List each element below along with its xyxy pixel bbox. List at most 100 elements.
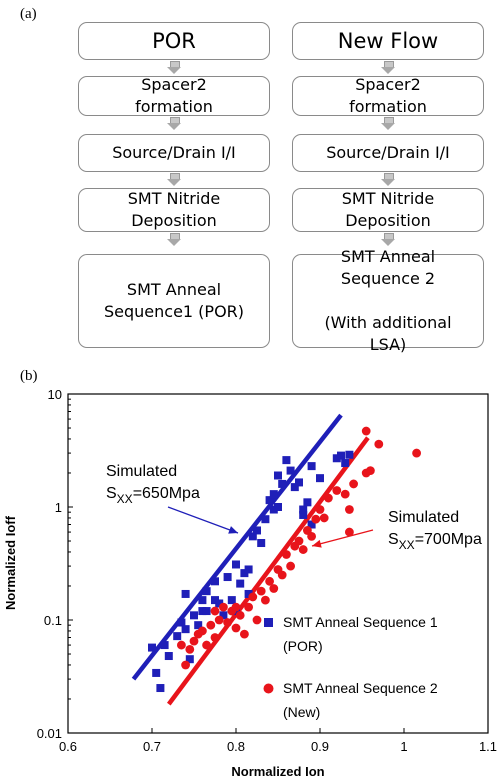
series-1-point <box>253 526 261 535</box>
series-1-point <box>307 462 316 471</box>
series-2-point <box>340 489 350 499</box>
x-tick-label: 1.1 <box>479 739 497 754</box>
stress-value: =650Mpa <box>133 485 200 502</box>
series-2-point <box>412 448 421 458</box>
y-axis-label: Normalized Ioff <box>3 515 18 610</box>
x-tick-label: 0.8 <box>227 739 245 754</box>
series-1-point <box>227 596 236 605</box>
series-1-point <box>274 503 282 511</box>
series-2-point <box>252 615 262 625</box>
series-2-point <box>294 536 304 546</box>
series-1-point <box>240 569 249 578</box>
series-1-point <box>261 515 270 524</box>
series-2-point <box>248 592 258 602</box>
series-2-point <box>210 633 220 642</box>
series-2-point <box>214 615 224 625</box>
series-1-fit-line <box>131 413 343 681</box>
annotation-2-line-2: SXX=700Mpa <box>388 531 482 552</box>
series-1-point <box>257 539 266 548</box>
series-1-point <box>190 611 198 620</box>
series-1-point <box>299 505 308 514</box>
flow_right-step-3: SMT Nitride Deposition <box>292 188 484 232</box>
series-1-point <box>269 490 278 499</box>
x-axis-label: Normalized Ion <box>231 764 324 779</box>
series-2-point <box>235 610 245 620</box>
flow_right-step-4: SMT Anneal Sequence 2 (With additional L… <box>292 247 484 354</box>
series-1-point <box>181 589 190 598</box>
series-2-point <box>315 505 325 514</box>
series-1-point <box>303 498 312 507</box>
series-1-point <box>290 483 299 492</box>
series-1-point <box>152 668 161 677</box>
series-1-point <box>181 625 190 634</box>
series-1-point <box>215 599 224 608</box>
stress-symbol: S <box>388 531 399 548</box>
annotation-1-arrowhead-icon <box>228 526 238 534</box>
annotation-1-arrow <box>167 506 239 534</box>
series-2-point <box>219 602 228 612</box>
x-tick-label: 0.9 <box>311 739 329 754</box>
annotation-2-line-1: Simulated <box>388 509 459 526</box>
legend-series-2-marker <box>263 683 274 694</box>
series-1-point <box>332 454 341 463</box>
series-1-point <box>248 532 257 541</box>
series-1-point <box>244 589 253 598</box>
series-1-point <box>198 607 207 616</box>
series-1-point <box>185 655 194 664</box>
annotation-2-arrow <box>311 529 374 547</box>
series-1-point <box>274 471 282 480</box>
series-2-fit-line <box>166 436 370 706</box>
flow_left-step-4: SMT Anneal Sequence1 (POR) <box>78 254 270 348</box>
series-2-point <box>181 660 191 670</box>
series-1-point <box>219 611 228 620</box>
series-2-point <box>206 620 216 630</box>
series-2-point <box>223 618 233 627</box>
series-2-point <box>210 606 220 616</box>
x-tick-label: 0.7 <box>143 739 161 754</box>
annotation-1-line-2: SXX=650Mpa <box>106 485 200 506</box>
series-1-point <box>236 579 245 588</box>
series-2-point <box>361 426 371 436</box>
stress-subscript: XX <box>399 538 415 552</box>
series-2-point <box>177 640 186 650</box>
series-1-point <box>244 565 253 574</box>
series-2-point <box>374 439 384 449</box>
flow_right-step-2: Source/Drain I/I <box>292 134 484 172</box>
series-1-point <box>173 632 182 641</box>
legend-series-1-marker <box>264 618 273 627</box>
series-2-point <box>349 479 358 489</box>
series-2-point <box>319 513 329 523</box>
series-2-point <box>345 505 354 514</box>
series-2-point <box>198 626 207 636</box>
y-tick-label: 0.1 <box>44 613 62 628</box>
y-tick-label: 1 <box>55 500 62 515</box>
series-2-point <box>277 570 287 580</box>
series-1-point <box>282 456 291 465</box>
series-2-point <box>261 595 270 605</box>
series-2-point <box>269 584 279 593</box>
flow_right-title-box: New Flow <box>292 22 484 60</box>
y-tick-label: 10 <box>48 387 62 402</box>
series-1-point <box>265 496 274 505</box>
flow_right-step-1: Spacer2 formation <box>292 75 484 116</box>
series-1-point <box>160 641 169 650</box>
series-1-point <box>295 478 303 487</box>
series-1-point <box>198 596 207 605</box>
series-2-point <box>332 486 342 495</box>
annotation-2-arrowhead-icon <box>312 539 322 548</box>
series-1-point <box>156 684 165 693</box>
series-2-point <box>240 629 249 639</box>
series-1-point <box>307 520 316 529</box>
series-1-point <box>337 451 345 460</box>
series-1-point <box>341 459 350 468</box>
series-2-point <box>265 576 274 586</box>
series-1-point <box>202 587 211 596</box>
series-1-point <box>269 505 278 514</box>
series-2-point <box>282 550 291 559</box>
panel-a-label: (a) <box>20 6 37 22</box>
series-2-point <box>311 514 321 524</box>
legend-series-1-label: SMT Anneal Sequence 1 <box>283 614 438 630</box>
series-2-point <box>366 466 375 475</box>
annotation-1-line-1: Simulated <box>106 463 177 480</box>
stress-value: =700Mpa <box>415 531 482 548</box>
